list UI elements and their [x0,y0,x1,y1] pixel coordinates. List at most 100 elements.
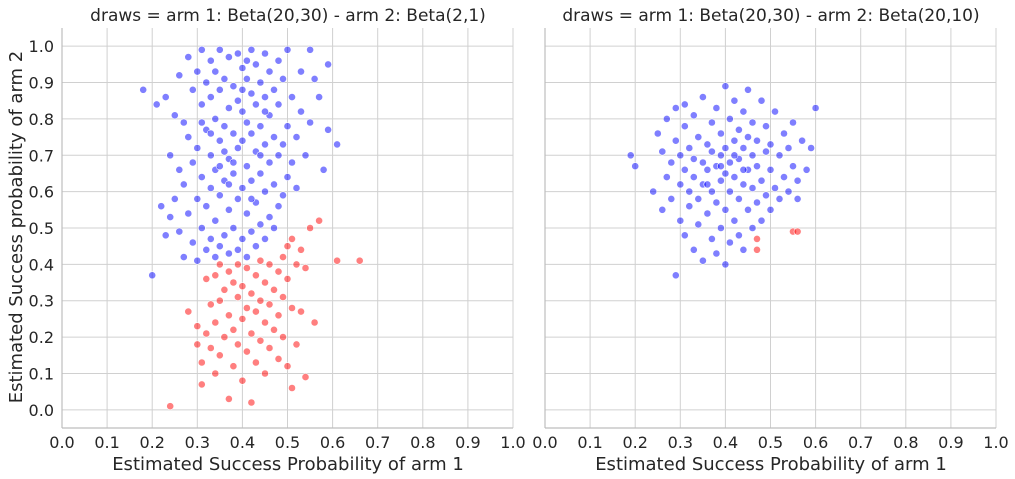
panel-left-data-point [215,85,224,94]
panel-left-data-point [261,140,269,149]
panel-left-data-point [283,362,292,371]
panel-left-data-point [256,336,265,345]
panel-right-data-point [658,147,667,156]
panel-left-data-point [279,253,287,261]
panel-left-y-ticks: 0.0 0.1 0.2 0.3 0.4 0.5 0.6 0.7 0.8 0.9 1.0 [29,37,54,420]
panel-left-x-tick-label: 0.4 [230,433,255,452]
panel-left-data-point [211,369,220,378]
panel-left-data-point [274,354,283,363]
panel-right-data-point [730,136,739,145]
panel-left-data-point [292,133,301,141]
panel-left-x-tick-label: 0.0 [49,433,74,452]
panel-left-data-point [215,191,224,200]
panel-right-data-point [784,187,793,196]
panel-right-data-point [726,158,734,167]
panel-left-data-point [206,234,215,243]
panel-left-data-point [193,194,202,203]
panel-left-data-point [251,307,260,316]
panel-right-data-point [694,194,703,203]
panel-right-data-point [766,140,775,149]
panel-right-data-point [676,216,685,225]
panel-left-data-point [229,224,238,232]
panel-left-data-point [261,234,269,243]
panel-left-data-point [256,296,265,305]
panel-left-y-tick-label: 0.4 [29,255,54,274]
panel-left-data-point [251,358,260,367]
panel-right-data-point [667,194,676,203]
panel-left-x-tick-label: 0.5 [275,433,300,452]
panel-left-data-point [310,75,319,83]
panel-left-data-point [279,75,287,83]
panel-left-data-point [242,56,251,65]
panel-left-data-point [166,402,175,411]
panel-left-data-point [242,118,251,127]
panel-left-data-point [292,260,301,269]
panel-left-grid [61,28,514,428]
panel-right-data-point [726,187,734,196]
panel-left-data-point [206,93,215,101]
panel-left-data-point [211,115,220,123]
panel-right-data-point [689,111,698,120]
panel-left-data-point [220,333,229,341]
panel-left-data-point [265,300,274,309]
panel-left-data-point [179,118,188,127]
panel-left-data-point [238,314,247,323]
panel-left-data-point [215,351,224,360]
panel-left-x-tick-label: 0.3 [185,433,210,452]
panel-left-x-tick-label: 1.0 [500,433,525,452]
panel-right-data-point [662,173,671,181]
panel-right-data-point [793,194,802,203]
panel-right-x-tick-label: 0.6 [803,433,828,452]
panel-right-data-point [703,209,712,218]
panel-left-data-point [238,107,247,116]
panel-left-data-point [247,329,256,338]
panel-left-data-point [215,136,224,145]
panel-right-x-label: Estimated Success Probability of arm 1 [595,454,947,475]
panel-left-data-point [229,278,238,287]
panel-left-axes [61,28,513,429]
panel-right-data-point [748,151,757,160]
panel-left-data-point [242,162,251,171]
panel-left-x-ticks: 0.0 0.1 0.2 0.3 0.4 0.5 0.6 0.7 0.8 0.9 1.0 [49,433,525,452]
panel-left-data-point [220,285,229,294]
panel-right-x-tick-label: 0.8 [893,433,918,452]
panel-right-data-point [671,271,680,280]
panel-right-data-point [680,122,689,131]
panel-right-data-point [676,151,685,160]
panel-right-data-point [793,176,802,185]
panel-left-data-point [206,344,215,352]
panel-left-data-point [206,184,215,192]
panel-left-data-point [224,311,233,320]
panel-right-data-point [685,187,694,196]
panel-right-data-point [662,115,671,123]
panel-left-data-point [319,165,328,174]
panel-left-data-point [242,75,251,83]
panel-left-x-tick-label: 0.2 [139,433,164,452]
panel-left-data-point [261,93,269,101]
scatter-panel-left: draws = arm 1: Beta(20,30) - arm 2: Beta… [6,6,526,475]
panel-left-data-point [256,78,265,87]
panel-right-data-point [712,249,721,258]
panel-left-data-point [224,104,233,112]
panel-left-data-point [274,267,283,276]
panel-right-data-point [703,140,712,149]
panel-left-data-point [283,242,292,251]
panel-right-data-point [721,169,730,178]
panel-left-data-point [152,100,161,109]
panel-left-data-point [197,100,206,109]
panel-left-data-point [238,85,247,94]
panel-right-data-point [712,198,721,207]
panel-right-data-point [626,151,635,160]
panel-left-data-point [270,180,278,189]
panel-left-data-point [279,333,287,341]
panel-right-x-tick-label: 0.9 [938,433,963,452]
panel-left-data-point [161,93,170,101]
panel-left-data-point [261,318,269,327]
panel-left-data-point [233,260,242,269]
panel-left-data-point [229,362,238,371]
panel-left-data-point [238,184,247,192]
panel-right-data-point [631,162,640,171]
panel-left-data-point [324,125,332,134]
panel-left-data-point [139,85,148,94]
panel-right-data-point [744,85,752,94]
